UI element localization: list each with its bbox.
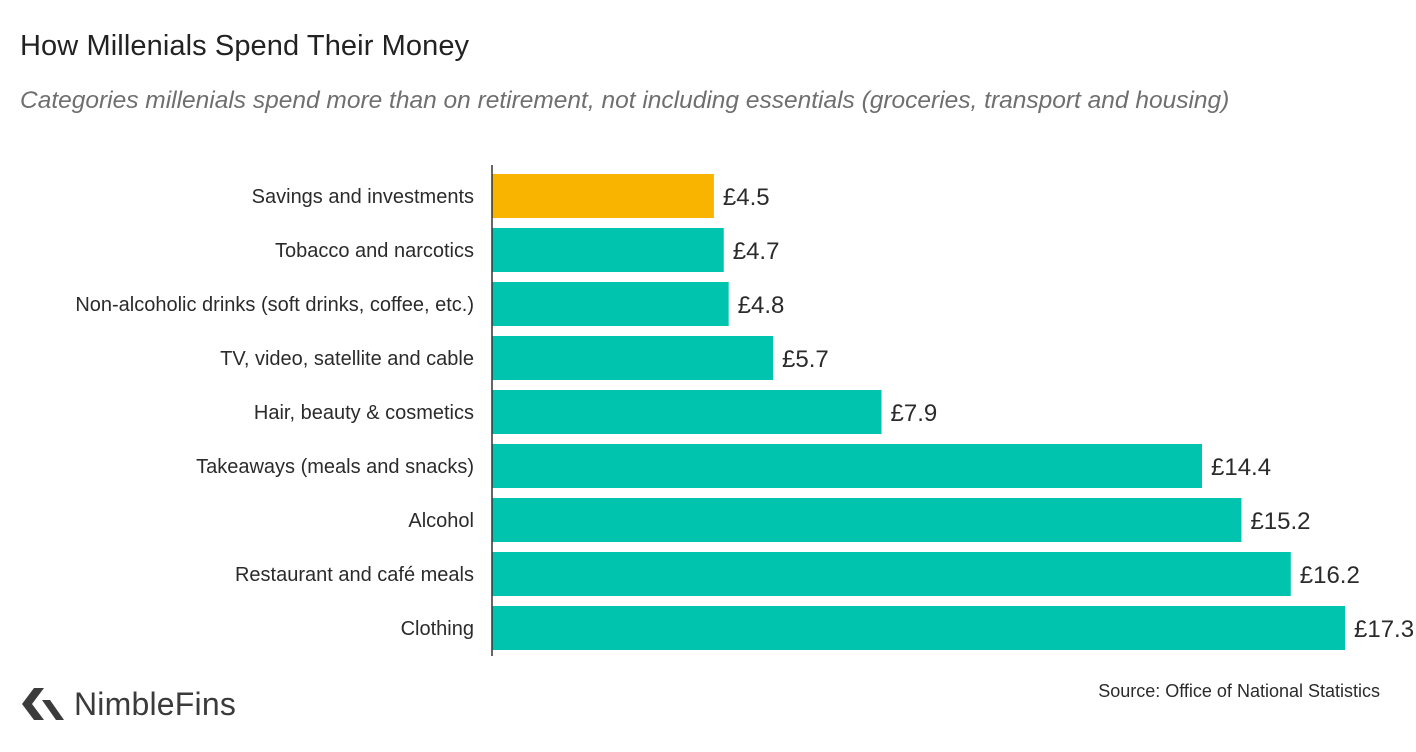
category-label-8: Clothing [401,618,474,640]
category-label-5: Takeaways (meals and snacks) [196,456,474,478]
category-label-4: Hair, beauty & cosmetics [254,402,474,424]
bar-2 [492,282,729,326]
value-label-8: £17.3 [1354,616,1414,643]
value-label-6: £15.2 [1250,508,1310,535]
brand-logo: NimbleFins [20,684,236,724]
category-label-1: Tobacco and narcotics [275,240,474,262]
bar-1 [492,228,724,272]
value-label-4: £7.9 [891,400,938,427]
value-label-0: £4.5 [723,184,770,211]
bar-0 [492,174,714,218]
source-note: Source: Office of National Statistics [1098,681,1380,701]
chart-title: How Millenials Spend Their Money [20,30,470,62]
category-label-7: Restaurant and café meals [235,564,474,586]
bar-6 [492,498,1242,542]
category-label-0: Savings and investments [252,186,474,208]
value-label-3: £5.7 [782,346,829,373]
category-label-3: TV, video, satellite and cable [220,348,474,370]
brand-name: NimbleFins [74,685,237,722]
bar-3 [492,336,774,380]
category-label-2: Non-alcoholic drinks (soft drinks, coffe… [75,294,474,316]
value-label-2: £4.8 [738,292,785,319]
nimblefins-logo-icon [22,688,64,720]
bar-5 [492,444,1203,488]
value-label-7: £16.2 [1300,562,1360,589]
bar-7 [492,552,1291,596]
value-label-1: £4.7 [733,238,780,265]
value-label-5: £14.4 [1211,454,1271,481]
bar-4 [492,390,882,434]
chart-subtitle: Categories millenials spend more than on… [20,87,1230,114]
bars-layer: Savings and investments £4.5 Tobacco and n… [75,174,1414,650]
category-label-6: Alcohol [408,510,474,532]
bar-8 [492,606,1345,650]
